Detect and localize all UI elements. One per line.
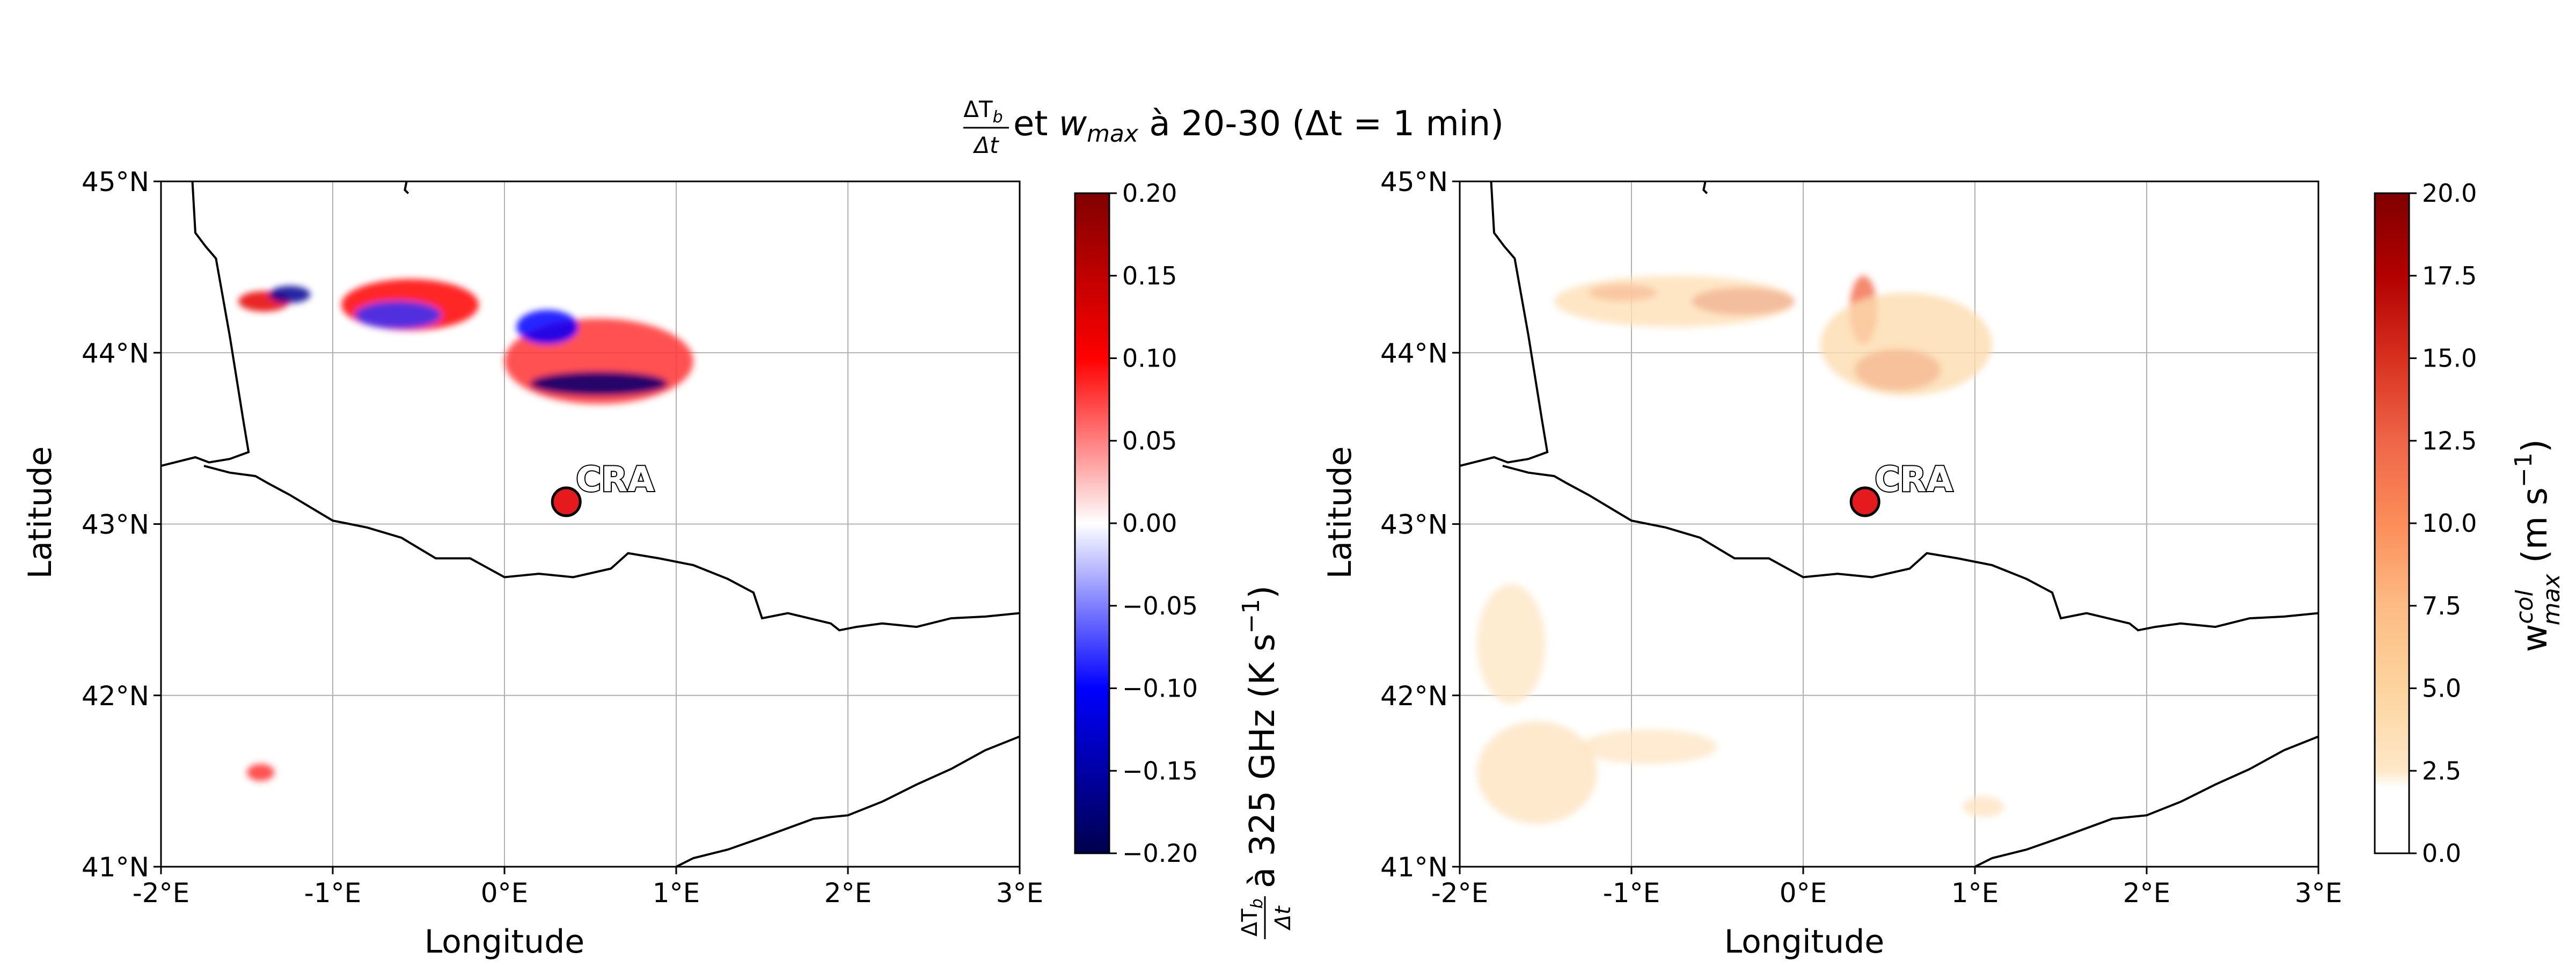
right-y-tick-label-4: 45°N [1380, 166, 1448, 197]
left-field-cell-1 [269, 286, 311, 303]
left-colorbar-tick-label-5: 0.05 [1122, 426, 1177, 455]
right-colorbar-tick-label-1: 2.5 [2422, 756, 2461, 785]
right-colorbar-tick-label-0: 0.0 [2422, 839, 2461, 868]
right-colorbar-label: wcolmax (m s−1) [2510, 439, 2565, 652]
left-colorbar-tick-label-4: 0.00 [1122, 509, 1177, 538]
left-field-cell-6 [516, 310, 579, 345]
right-colorbar-gradient [2374, 192, 2410, 854]
left-coastline-mediterranean [676, 735, 1020, 867]
left-cra-label: CRA [576, 460, 654, 500]
left-colorbar: −0.20 −0.15 −0.10 −0.05 0.00 0.05 0.10 0.15 0.20 [1074, 179, 1198, 868]
left-colorbar-tick-label-6: 0.10 [1122, 344, 1177, 373]
figure-title: ΔTb Δt et wmax à 20-30 (Δt = 1 min) [963, 96, 1504, 158]
right-cra-label: CRA [1875, 460, 1953, 500]
right-colorbar-tick-label-8: 20.0 [2422, 179, 2477, 208]
svg-text:à 325 GHz (K s−1): à 325 GHz (K s−1) [1238, 586, 1283, 888]
right-x-tick-label-1: -1°E [1603, 877, 1660, 909]
left-map-panel: CRA -2°E -1°E 0°E 1°E 2°E 3°E 41°N 42°N 43°N 44°N… [21, 166, 1296, 961]
right-colorbar-tick-label-2: 5.0 [2422, 674, 2461, 703]
left-colorbar-tick-label-0: −0.20 [1122, 839, 1198, 868]
left-field [238, 279, 693, 781]
right-plot-area: CRA [1460, 181, 2318, 867]
left-cra-marker [551, 486, 582, 517]
right-x-tick-label-0: -2°E [1431, 877, 1488, 909]
svg-text:ΔTb: ΔTb [1238, 898, 1267, 936]
right-colorbar-tick-label-5: 12.5 [2422, 426, 2477, 455]
left-border-pyrenees [203, 465, 1020, 632]
left-x-tick-label-1: -1°E [304, 877, 361, 909]
right-field-cell-4 [1820, 292, 1992, 396]
right-coastline-atlantic [1460, 181, 1549, 467]
left-field-cell-7 [247, 764, 275, 781]
left-y-axis-label: Latitude [21, 447, 59, 579]
left-x-tick-label-0: -2°E [133, 877, 189, 909]
right-x-tick-label-2: 0°E [1780, 877, 1827, 909]
left-colorbar-tick-label-3: −0.05 [1122, 591, 1198, 620]
right-field-cell-6 [1477, 721, 1597, 824]
right-coastline-mediterranean [1974, 735, 2318, 867]
right-colorbar-tick-label-6: 15.0 [2422, 344, 2477, 373]
left-colorbar-tick-label-7: 0.15 [1122, 261, 1177, 290]
right-field-cell-5 [1554, 275, 1795, 327]
title-frac-denominator: Δt [972, 132, 999, 158]
right-x-tick-label-5: 3°E [2295, 877, 2342, 909]
left-y-tick-label-4: 45°N [82, 166, 149, 197]
left-colorbar-tick-label-8: 0.20 [1122, 179, 1177, 208]
right-x-axis-label: Longitude [1724, 923, 1884, 961]
right-field-cell-9 [1963, 796, 2004, 817]
left-colorbar-tick-label-1: −0.15 [1122, 756, 1198, 785]
left-colorbar-gradient [1074, 192, 1110, 854]
left-y-tick-label-2: 43°N [82, 509, 149, 540]
left-x-axis-label: Longitude [425, 923, 584, 961]
left-plot-area: CRA [161, 181, 1020, 867]
title-text: et wmax à 20-30 (Δt = 1 min) [1013, 104, 1504, 148]
left-coastline-atlantic [161, 181, 250, 467]
right-y-tick-label-1: 42°N [1380, 680, 1448, 712]
left-field-cell-5 [530, 371, 668, 396]
right-x-tick-label-4: 2°E [2123, 877, 2170, 909]
left-y-tick-label-1: 42°N [82, 680, 149, 712]
right-coastline-gironde [1702, 181, 1708, 194]
title-frac-numerator: ΔTb [963, 96, 1002, 127]
left-coastline-gironde [404, 181, 409, 194]
left-y-tick-label-3: 44°N [82, 338, 149, 369]
right-colorbar: 0.0 2.5 5.0 7.5 10.0 12.5 15.0 17.5 20.0 [2374, 179, 2477, 868]
left-axes: -2°E -1°E 0°E 1°E 2°E 3°E 41°N 42°N 43°N 44°N 45°N [82, 166, 1043, 909]
left-x-tick-label-5: 3°E [996, 877, 1043, 909]
left-x-tick-label-3: 1°E [653, 877, 700, 909]
right-field-cell-7 [1477, 584, 1546, 704]
right-map-panel: CRA -2°E -1°E 0°E 1°E 2°E 3°E 41°N 42°N 43°N 44°N… [1321, 166, 2565, 961]
left-colorbar-tick-label-2: −0.10 [1122, 674, 1198, 703]
right-y-tick-label-0: 41°N [1380, 852, 1448, 883]
right-field [1477, 275, 2004, 824]
left-x-tick-label-4: 2°E [824, 877, 872, 909]
left-colorbar-label: ΔTb Δt à 325 GHz (K s−1) [1238, 586, 1296, 939]
svg-text:Δt: Δt [1271, 905, 1296, 931]
svg-text:wcolmax (m s−1): wcolmax (m s−1) [2510, 439, 2565, 652]
left-field-cell-3 [355, 301, 441, 329]
right-field-cell-8 [1580, 729, 1717, 764]
right-colorbar-tick-label-3: 7.5 [2422, 591, 2461, 620]
left-y-tick-label-0: 41°N [82, 852, 149, 883]
right-y-tick-label-3: 44°N [1380, 338, 1448, 369]
right-colorbar-tick-label-4: 10.0 [2422, 509, 2477, 538]
right-y-tick-label-2: 43°N [1380, 509, 1448, 540]
left-x-tick-label-2: 0°E [481, 877, 528, 909]
right-cra-marker [1849, 486, 1880, 517]
right-x-tick-label-3: 1°E [1951, 877, 1999, 909]
right-border-pyrenees [1502, 465, 2318, 632]
right-y-axis-label: Latitude [1321, 447, 1359, 579]
right-axes: -2°E -1°E 0°E 1°E 2°E 3°E 41°N 42°N 43°N 44°N 45°N [1380, 166, 2342, 909]
right-colorbar-tick-label-7: 17.5 [2422, 261, 2477, 290]
